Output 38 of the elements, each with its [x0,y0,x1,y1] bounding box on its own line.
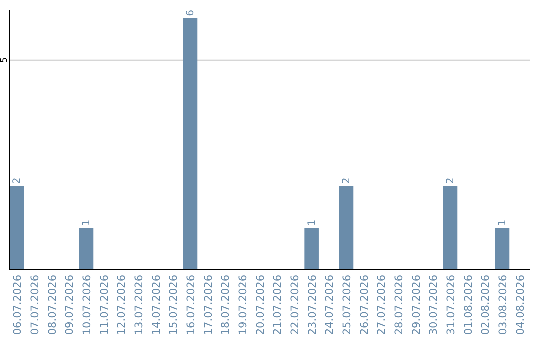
data-label: 2 [341,178,352,184]
data-label: 2 [12,178,24,184]
x-tick-label: 02.08.2026 [480,274,492,336]
x-tick-label: 14.07.2026 [150,274,163,336]
data-label: 1 [497,220,508,226]
y-tick-label: 5 [0,57,10,64]
x-tick-label: 18.07.2026 [220,274,232,336]
x-tick-label: 11.07.2026 [98,274,111,336]
x-tick-label: 01.08.2026 [462,274,475,336]
x-tick-label: 22.07.2026 [289,274,302,336]
x-tick-label: 07.07.2026 [29,274,42,336]
x-tick-label: 09.07.2026 [64,274,76,336]
x-tick-label: 06.07.2026 [12,274,24,336]
x-tick-label: 30.07.2026 [428,274,440,336]
x-tick-label: 17.07.2026 [202,274,215,336]
x-tick-label: 12.07.2026 [116,274,128,336]
x-tick-label: 10.07.2026 [81,274,94,336]
x-tick-label: 03.08.2026 [497,274,510,336]
data-label: 1 [81,220,92,226]
x-tick-label: 29.07.2026 [410,274,423,336]
x-tick-label: 13.07.2026 [133,274,146,336]
x-tick-label: 24.07.2026 [324,274,336,336]
x-tick-label: 23.07.2026 [306,274,319,336]
x-tick-label: 27.07.2026 [376,274,388,336]
x-tick-label: 19.07.2026 [237,274,250,336]
x-tick-label: 16.07.2026 [185,274,198,336]
x-tick-label: 31.07.2026 [445,274,458,336]
x-tick-label: 25.07.2026 [341,274,354,336]
x-tick-label: 20.07.2026 [254,274,267,336]
x-tick-label: 15.07.2026 [168,274,180,336]
x-tick-label: 04.08.2026 [514,274,527,336]
data-label: 2 [445,178,456,184]
data-label: 1 [306,220,318,226]
x-tick-label: 26.07.2026 [358,274,371,336]
x-tick-label: 21.07.2026 [272,274,284,336]
x-tick-label: 28.07.2026 [393,274,406,336]
data-label: 6 [185,10,196,16]
x-tick-label: 08.07.2026 [46,274,59,336]
